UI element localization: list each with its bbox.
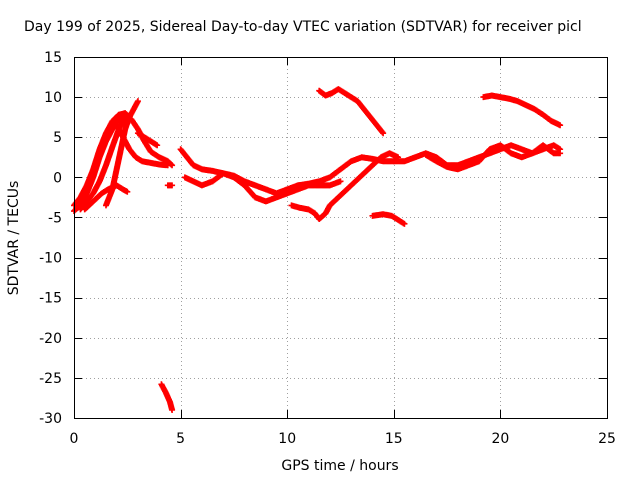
data-point [557,150,564,157]
grid-lines [74,57,607,418]
y-tick-label: -5 [48,210,62,226]
y-axis-label: SDTVAR / TECUs [6,181,22,296]
x-tick-label: 5 [176,431,185,447]
chart-title: Day 199 of 2025, Sidereal Day-to-day VTE… [24,19,582,35]
axes: 0 5 10 15 20 25 -30 -25 -20 -15 -10 -5 0 5 10 15 [39,50,616,447]
x-axis-label: GPS time / hours [281,458,398,474]
series-track-17 [158,381,176,413]
series-track-10 [181,170,344,205]
y-tick-label: 0 [53,170,62,186]
series-track-3 [77,114,129,213]
data-points [71,86,564,413]
series-track-7 [134,130,161,149]
series-track-6 [113,122,171,169]
y-tick-label: -10 [39,251,62,267]
y-tick-label: -15 [39,291,62,307]
x-tick-label: 10 [278,431,296,447]
series-track-11 [288,150,402,223]
data-point [124,188,131,195]
data-point [380,130,387,137]
data-point [134,98,141,105]
data-point [154,142,161,149]
series-track-12 [316,86,387,137]
x-tick-label: 0 [70,431,79,447]
data-point [164,162,171,169]
series-track-15 [422,142,564,173]
x-tick-label: 20 [491,431,509,447]
data-point [401,220,408,227]
data-point [169,182,176,189]
y-tick-label: -30 [39,411,62,427]
y-tick-label: -20 [39,331,62,347]
y-tick-label: -25 [39,371,62,387]
plot-frame [74,57,608,419]
series-track-8 [164,182,176,189]
data-point [337,178,344,185]
x-tick-label: 15 [385,431,403,447]
data-point [557,122,564,129]
y-tick-label: 15 [44,50,62,66]
data-point [169,406,176,413]
series-track-13 [369,211,408,227]
y-tick-label: 10 [44,90,62,106]
y-tick-label: 5 [53,130,62,146]
series-track-16 [480,92,564,129]
x-tick-label: 25 [598,431,616,447]
